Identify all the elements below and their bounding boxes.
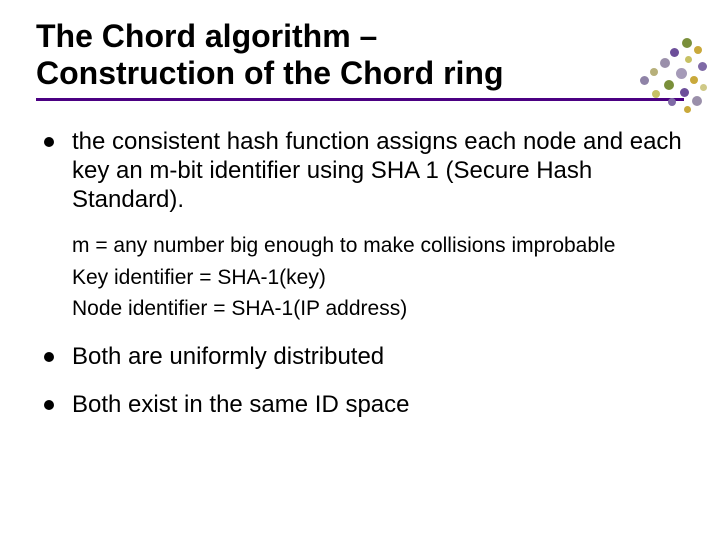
- decoration-dot: [680, 88, 689, 97]
- bullet-text-1: the consistent hash function assigns eac…: [72, 128, 682, 214]
- sub-item-1: m = any number big enough to make collis…: [72, 232, 684, 259]
- decoration-dot: [694, 46, 702, 54]
- decoration-dot: [692, 96, 702, 106]
- decoration-dot: [640, 76, 649, 85]
- title-line-1: The Chord algorithm –: [36, 18, 377, 54]
- title-line-2: Construction of the Chord ring: [36, 55, 504, 91]
- title-underline: [36, 98, 684, 101]
- bullet-text-3: Both exist in the same ID space: [72, 391, 410, 418]
- sub-item-3: Node identifier = SHA-1(IP address): [72, 295, 684, 322]
- decoration-dot: [670, 48, 679, 57]
- sub-item-2: Key identifier = SHA-1(key): [72, 264, 684, 291]
- decoration-dot: [660, 58, 670, 68]
- sub-list: m = any number big enough to make collis…: [38, 232, 684, 322]
- decoration-dot: [676, 68, 687, 79]
- decoration-dot: [650, 68, 658, 76]
- decoration-dot: [682, 38, 692, 48]
- bullet-item-2: Both are uniformly distributed: [38, 342, 684, 371]
- decoration-dot: [668, 98, 676, 106]
- bullet-list-2: Both are uniformly distributed Both exis…: [38, 342, 684, 419]
- bullet-text-2: Both are uniformly distributed: [72, 343, 384, 370]
- decoration-dot: [698, 62, 707, 71]
- decoration-dot: [652, 90, 660, 98]
- decoration-dot: [700, 84, 707, 91]
- bullet-list: the consistent hash function assigns eac…: [38, 127, 684, 215]
- decoration-dot: [685, 56, 692, 63]
- slide-title: The Chord algorithm – Construction of th…: [36, 18, 684, 92]
- bullet-item-3: Both exist in the same ID space: [38, 390, 684, 419]
- decoration-dot: [684, 106, 691, 113]
- decoration-dot: [690, 76, 698, 84]
- body-area: the consistent hash function assigns eac…: [36, 127, 684, 419]
- corner-dots-decoration: [590, 34, 710, 124]
- slide: The Chord algorithm – Construction of th…: [0, 0, 720, 540]
- decoration-dot: [664, 80, 674, 90]
- bullet-item-1: the consistent hash function assigns eac…: [38, 127, 684, 215]
